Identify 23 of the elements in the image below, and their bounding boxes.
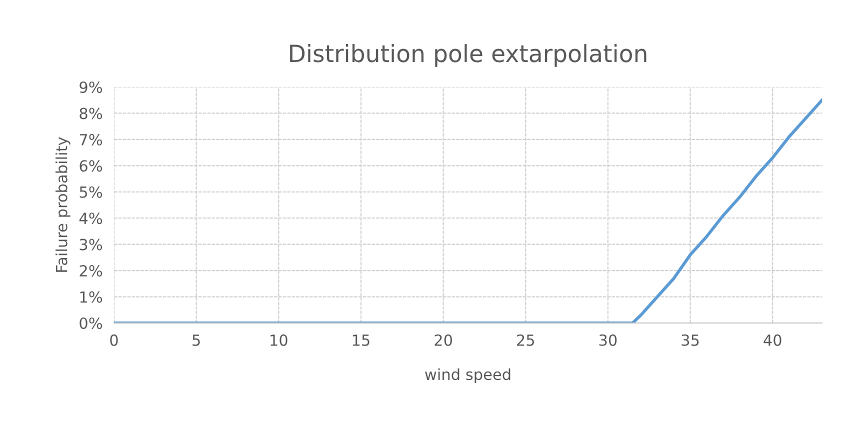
y-tick-label: 0% [80, 317, 102, 330]
y-tick-label: 1% [80, 291, 102, 303]
x-tick-label: 10 [270, 334, 288, 346]
y-axis-title: Failure probability [56, 137, 70, 272]
y-tick-label: 9% [80, 81, 102, 94]
y-tick-label: 5% [80, 186, 102, 198]
y-tick-label: 7% [80, 134, 102, 146]
x-tick-label: 35 [682, 334, 699, 346]
x-tick-label: 30 [599, 334, 617, 346]
chart-title: Distribution pole extarpolation [290, 44, 646, 67]
x-tick-label: 5 [192, 334, 200, 346]
y-tick-label: 4% [79, 212, 102, 224]
x-tick-label: 20 [434, 334, 452, 346]
x-tick-label: 0 [110, 334, 118, 346]
y-tick-label: 3% [80, 238, 102, 250]
x-tick-label: 15 [352, 334, 370, 346]
x-axis-title: wind speed [425, 368, 510, 384]
x-tick-label: 25 [517, 334, 534, 346]
x-tick-label: 40 [764, 334, 782, 346]
y-tick-label: 8% [80, 108, 102, 120]
line-series [114, 98, 822, 323]
y-tick-label: 2% [80, 265, 102, 277]
y-tick-label: 6% [80, 160, 102, 172]
